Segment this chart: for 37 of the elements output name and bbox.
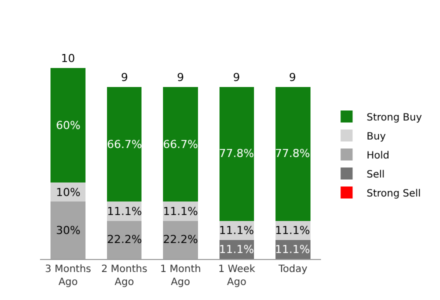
bar	[163, 220, 198, 259]
annotation: 11.1%	[219, 243, 254, 256]
annotation: 11.1%	[163, 205, 198, 218]
x-tick-label: 1 Week Ago	[218, 264, 256, 288]
annotation: 77.8%	[275, 147, 310, 160]
legend-label: Sell	[366, 169, 385, 180]
annotation: 9	[121, 71, 128, 84]
bar	[106, 87, 142, 202]
annotation: 66.7%	[107, 138, 142, 151]
x-tick-label: 3 Months Ago	[45, 264, 92, 288]
bar	[50, 202, 86, 259]
legend-label: Hold	[366, 150, 390, 162]
annotation: 22.2%	[107, 233, 142, 246]
annotation: 11.1%	[219, 224, 254, 237]
annotation: 9	[177, 71, 184, 84]
x-tick-label: 1 Month Ago	[160, 264, 201, 288]
text: 10	[61, 52, 75, 65]
legend-label: Strong Sell	[366, 188, 421, 200]
x-tick-label: 2 Months Ago	[101, 264, 148, 288]
legend-label: Strong Buy	[366, 112, 422, 124]
annotation: 11.1%	[275, 224, 310, 237]
annotation: 9	[233, 71, 240, 84]
annotation: 10%	[56, 186, 80, 199]
bar	[50, 68, 86, 183]
bar	[163, 87, 198, 202]
annotation: 11.1%	[107, 205, 142, 218]
bar	[219, 87, 254, 221]
annotation: 60%	[56, 119, 80, 132]
annotation: 30%	[56, 224, 80, 237]
bar	[275, 87, 310, 221]
x-tick-label: Today	[277, 264, 308, 275]
legend-label: Buy	[366, 131, 386, 142]
annotation: 66.7%	[163, 138, 198, 151]
annotation: 11.1%	[275, 243, 310, 256]
annotation: 9	[289, 71, 296, 84]
annotation: 22.2%	[163, 233, 198, 246]
annotation: 77.8%	[219, 147, 254, 160]
